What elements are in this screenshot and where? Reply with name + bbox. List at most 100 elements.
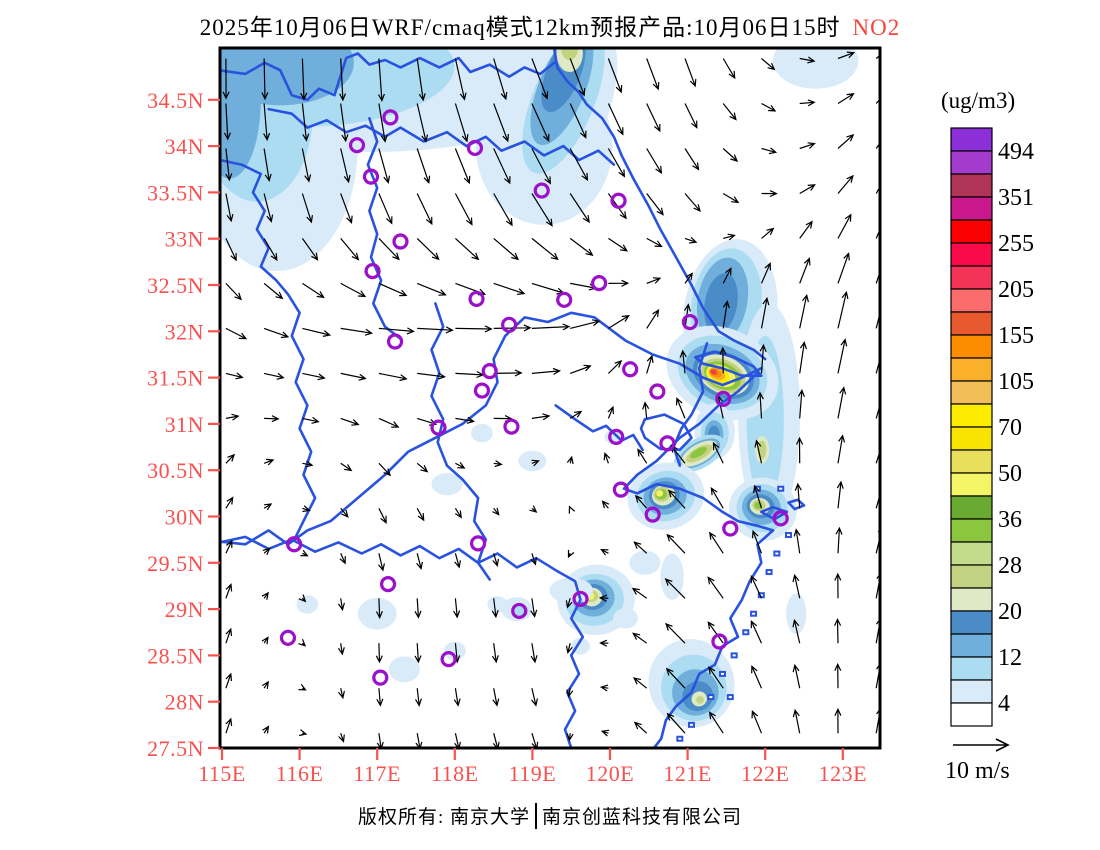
wind-arrow [750, 575, 763, 599]
legend-tick-label: 36 [998, 507, 1022, 533]
wind-arrow [754, 439, 763, 464]
wind-arrow [566, 455, 574, 465]
wind-arrow [722, 58, 736, 80]
wind-arrow [492, 688, 500, 707]
wind-arrow [417, 326, 454, 334]
boundary-jiangsu-zhejiang-border [554, 404, 644, 452]
copyright-left: 版权所有: 南京大学 [357, 807, 530, 828]
legend-swatch [950, 403, 993, 428]
wind-arrow [492, 553, 499, 568]
wind-arrow [637, 448, 648, 464]
wind-arrow [225, 282, 242, 301]
city-marker [591, 275, 608, 292]
city-marker [430, 419, 447, 436]
lon-tick-label: 116E [276, 761, 324, 786]
legend-tick-label: 20 [998, 599, 1022, 625]
wind-arrow [799, 142, 816, 150]
wind-arrow [723, 233, 736, 241]
wind-arrow [225, 453, 236, 464]
island-dot [784, 532, 792, 539]
wind-arrow [302, 372, 326, 381]
wind-arrow [263, 238, 278, 262]
city-marker [715, 390, 732, 407]
wind-arrow [302, 327, 332, 337]
wind-arrow [261, 591, 269, 600]
lon-tick-label: 118E [431, 761, 479, 786]
wind-arrow [454, 58, 467, 101]
wind-arrow [453, 598, 461, 619]
pollution-blob [220, 48, 261, 179]
wind-arrow [531, 58, 549, 100]
wind-arrow [493, 282, 526, 295]
island-dot [765, 569, 773, 576]
wind-arrow [263, 193, 274, 223]
wind-arrow [751, 710, 763, 734]
boundary-south-border [220, 535, 585, 748]
lat-tick-label: 32.5N [147, 273, 204, 298]
city-marker [644, 506, 661, 523]
wind-arrow [601, 500, 610, 509]
wind-arrow [875, 402, 880, 419]
wind-arrow [608, 314, 630, 329]
wind-arrow [416, 282, 447, 296]
footer-divider [535, 802, 537, 829]
city-marker [473, 382, 491, 399]
city-marker [711, 633, 728, 650]
wind-arrow [416, 148, 431, 185]
pollution-blob [660, 553, 684, 600]
wind-arrow [376, 733, 384, 748]
legend-swatch [950, 219, 993, 244]
wind-arrow [634, 494, 648, 509]
wind-arrow [415, 733, 423, 748]
wind-arrow [666, 712, 686, 734]
wind-arrow [751, 529, 763, 554]
city-marker [481, 363, 498, 380]
pollution-blob [786, 593, 807, 635]
wind-arrow [378, 193, 393, 225]
city-marker [610, 192, 627, 209]
city-marker [468, 290, 485, 307]
wind-arrow [455, 462, 466, 469]
wind-arrow [837, 213, 852, 239]
lat-tick-label: 34N [165, 134, 204, 159]
wind-arrow [375, 643, 383, 664]
wind-arrow [761, 147, 778, 155]
wind-arrow [707, 621, 724, 644]
wind-arrow [492, 507, 500, 516]
boundary-anhui-jiangsu-border [366, 117, 402, 340]
wind-arrow [834, 662, 842, 689]
city-marker [622, 361, 639, 378]
city-marker [649, 383, 666, 400]
wind-arrow [225, 327, 248, 340]
wind-arrow [566, 733, 574, 742]
wind-arrow [600, 548, 609, 556]
legend-tick-label: 70 [998, 415, 1022, 441]
legend-swatch [950, 564, 993, 589]
wind-arrow [531, 103, 550, 143]
boundary-xuzhou-border [267, 107, 616, 166]
legend-swatch [950, 426, 993, 451]
wind-arrow [262, 547, 271, 556]
island-dot [707, 694, 715, 701]
city-marker [722, 520, 739, 537]
wind-arrow [837, 252, 850, 284]
wind-arrow [712, 441, 724, 464]
wind-arrow [760, 262, 771, 284]
wind-arrow [378, 417, 400, 428]
wind-arrow [565, 598, 573, 609]
wind-arrow [569, 364, 592, 374]
boundary-shandong-north [220, 52, 556, 102]
wind-arrow [646, 277, 662, 284]
wind-arrow [301, 193, 313, 224]
wind-arrow [263, 282, 284, 300]
wind-arrow [569, 103, 587, 139]
wind-arrow [531, 237, 559, 261]
wind-arrow [530, 598, 538, 618]
boundary-anhui-east-border [430, 302, 491, 581]
wind-arrow [799, 56, 816, 64]
island-dot [742, 629, 750, 636]
wind-arrow [566, 688, 574, 698]
wind-arrow [454, 148, 471, 185]
wind-arrow [531, 148, 551, 185]
wind-arrow [416, 58, 426, 102]
